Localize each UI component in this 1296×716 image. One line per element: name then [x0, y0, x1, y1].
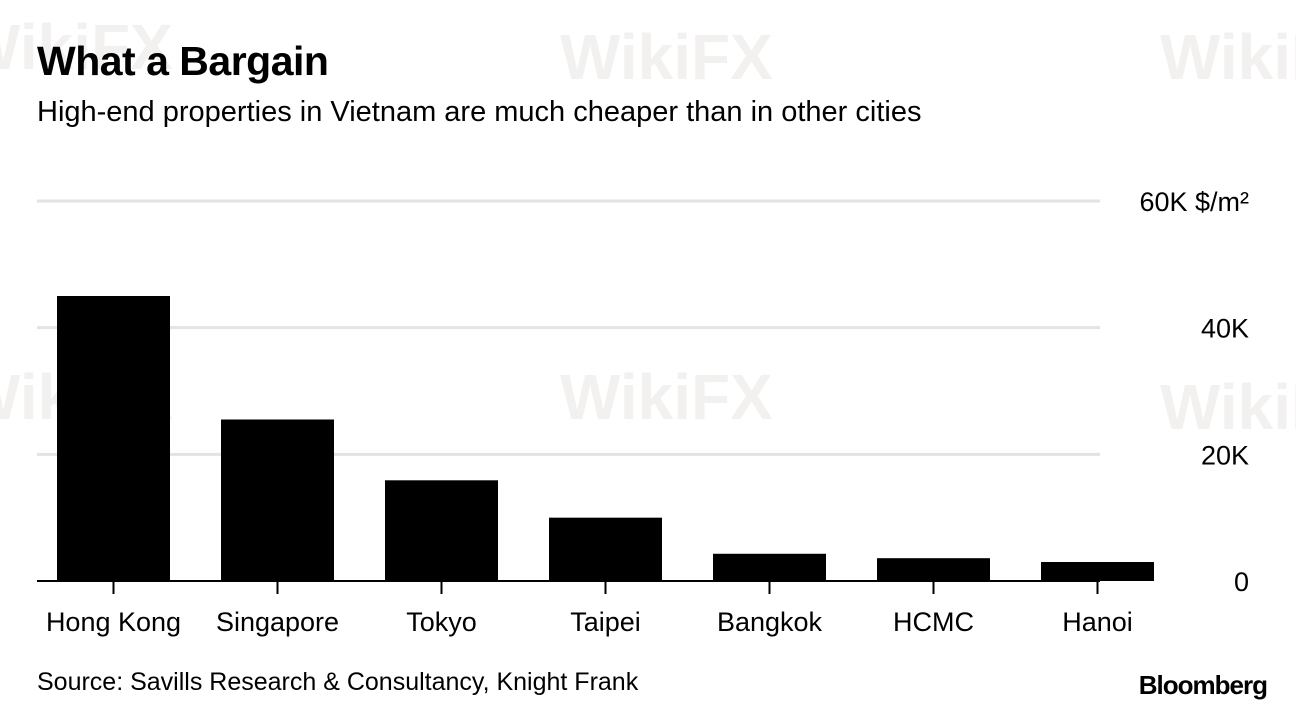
x-tick-label: Hanoi: [1062, 607, 1133, 637]
bar-tokyo: [385, 480, 498, 581]
bar-bangkok: [713, 553, 826, 581]
x-tick-label: HCMC: [893, 607, 974, 637]
y-tick-label: 20K: [1201, 440, 1249, 470]
bar-singapore: [221, 419, 334, 581]
x-tick-label: Taipei: [570, 607, 641, 637]
x-tick-label: Singapore: [216, 607, 339, 637]
x-tick-label: Hong Kong: [46, 607, 181, 637]
bar-hong-kong: [57, 296, 170, 581]
chart-subtitle: High-end properties in Vietnam are much …: [37, 96, 922, 128]
x-axis-ticks: Hong Kong Singapore Tokyo Taipei Bangkok HCMC…: [46, 581, 1133, 637]
y-axis-ticks: 0 20K 40K 60K $/m²: [1139, 187, 1249, 597]
y-tick-label: 60K $/m²: [1139, 187, 1249, 217]
y-tick-label: 0: [1234, 567, 1249, 597]
gridlines: [37, 199, 1100, 456]
source-note: Source: Savills Research & Consultancy, …: [37, 668, 639, 696]
bar-taipei: [549, 517, 662, 581]
bars: [57, 296, 1154, 581]
x-tick-label: Bangkok: [717, 607, 823, 637]
bar-hcmc: [877, 558, 990, 581]
bloomberg-logo: Bloomberg: [1138, 670, 1268, 700]
bar-hanoi: [1041, 562, 1154, 581]
y-tick-label: 40K: [1201, 314, 1249, 344]
chart-title: What a Bargain: [37, 38, 329, 84]
x-tick-label: Tokyo: [406, 607, 477, 637]
